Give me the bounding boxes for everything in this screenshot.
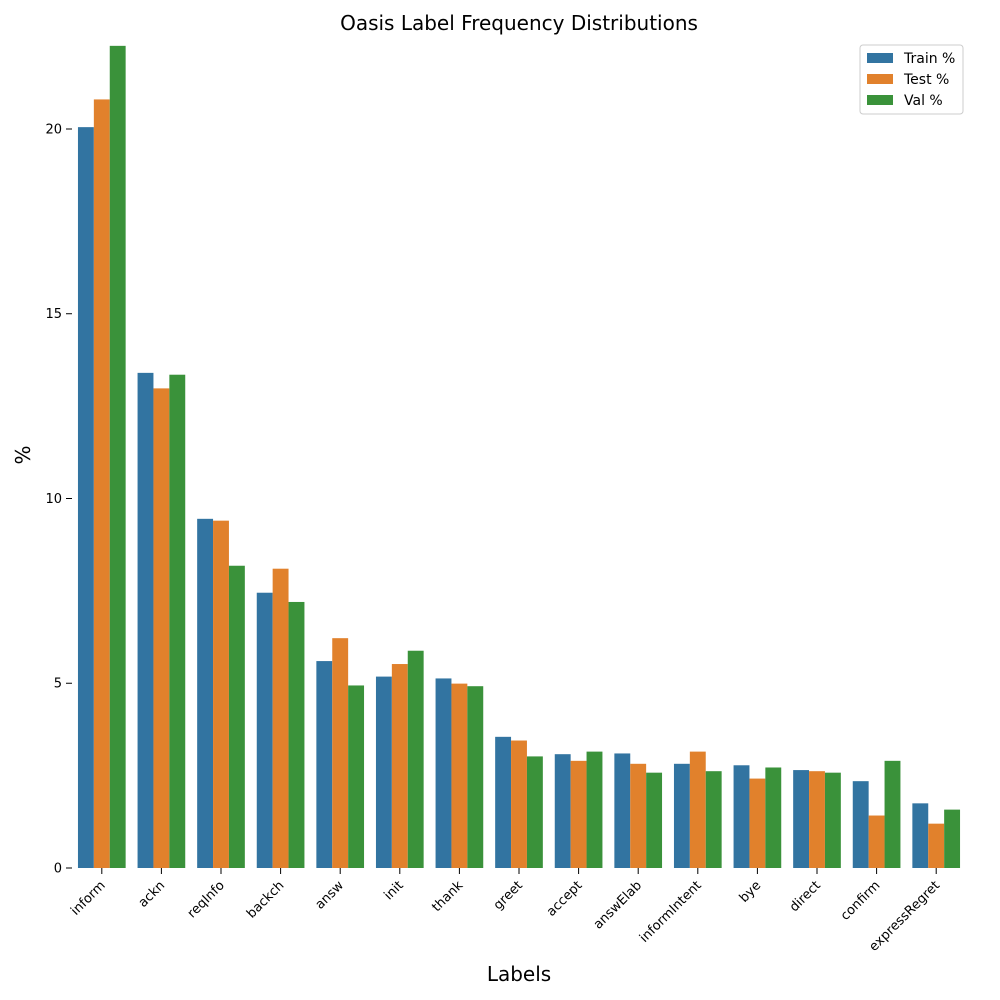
x-tick-label-thank: thank <box>429 878 466 915</box>
bar-expressRegret-series-2 <box>944 809 961 868</box>
x-tick-label-direct: direct <box>787 878 824 915</box>
bar-reqInfo-series-1 <box>213 520 229 868</box>
x-tick-label-backch: backch <box>244 878 287 921</box>
bar-backch-series-1 <box>272 568 289 868</box>
bar-inform-series-1 <box>93 99 110 869</box>
x-tick-label-informIntent: informIntent <box>637 878 705 946</box>
bar-informIntent-series-2 <box>705 771 722 868</box>
x-tick-label-accept: accept <box>544 878 585 919</box>
bar-greet-series-2 <box>526 756 543 868</box>
bar-thank-series-2 <box>467 686 484 868</box>
legend-swatch-1 <box>867 74 893 84</box>
x-tick-label-greet: greet <box>491 878 526 913</box>
bar-bye-series-1 <box>749 778 766 868</box>
x-tick-label-bye: bye <box>737 878 765 906</box>
bar-thank-series-1 <box>451 683 468 868</box>
bar-accept-series-2 <box>586 751 603 868</box>
x-tick-label-init: init <box>381 878 406 903</box>
bar-accept-series-1 <box>570 760 587 868</box>
bar-direct-series-0 <box>793 770 810 868</box>
bar-direct-series-2 <box>824 772 841 868</box>
x-tick-label-answElab: answElab <box>591 878 645 932</box>
y-tick-label: 5 <box>54 677 62 692</box>
bar-bye-series-2 <box>765 767 782 868</box>
bar-backch-series-2 <box>288 601 305 868</box>
y-tick-label: 20 <box>45 122 62 137</box>
y-axis: 0 5 10 15 20 <box>45 122 72 877</box>
bar-init-series-0 <box>375 676 392 868</box>
chart-title: Oasis Label Frequency Distributions <box>340 11 698 35</box>
x-tick-label-confirm: confirm <box>838 878 883 923</box>
x-tick-label-ackn: ackn <box>136 878 168 910</box>
bar-expressRegret-series-0 <box>912 803 929 868</box>
bar-thank-series-0 <box>435 678 452 868</box>
bar-greet-series-1 <box>511 740 527 868</box>
bar-accept-series-0 <box>554 754 571 868</box>
bar-init-series-1 <box>391 664 408 868</box>
x-axis: inform ackn reqInfo backch answ init thank gree… <box>68 868 943 955</box>
bar-reqInfo-series-2 <box>228 565 245 868</box>
bar-inform-series-0 <box>77 127 94 868</box>
y-tick-label: 15 <box>45 307 62 322</box>
bar-answ-series-0 <box>316 661 333 868</box>
y-tick-label: 0 <box>54 862 62 877</box>
legend-swatch-2 <box>867 95 893 105</box>
bar-answElab-series-2 <box>646 772 663 868</box>
bar-inform-series-2 <box>109 45 126 869</box>
bar-answ-series-1 <box>332 638 349 868</box>
x-axis-title: Labels <box>487 962 551 986</box>
legend-swatch-0 <box>867 53 893 63</box>
legend-label-1: Test % <box>903 72 949 88</box>
x-tick-label-answ: answ <box>313 878 348 913</box>
bar-ackn-series-1 <box>153 388 170 868</box>
bar-answElab-series-0 <box>614 753 631 868</box>
bar-ackn-series-2 <box>169 374 186 868</box>
bar-informIntent-series-1 <box>689 751 706 868</box>
y-axis-title: % <box>11 445 35 464</box>
legend: Train % Test % Val % <box>859 44 964 115</box>
x-tick-label-inform: inform <box>68 878 108 918</box>
legend-label-0: Train % <box>903 51 955 67</box>
bar-answ-series-2 <box>348 685 365 868</box>
x-tick-label-reqInfo: reqInfo <box>185 878 228 921</box>
bar-answElab-series-1 <box>630 763 647 868</box>
bars-layer <box>77 45 961 869</box>
y-tick-label: 10 <box>45 492 62 507</box>
bar-ackn-series-0 <box>137 372 154 868</box>
bar-greet-series-0 <box>495 736 512 868</box>
bar-confirm-series-1 <box>868 815 885 868</box>
legend-label-2: Val % <box>904 93 943 109</box>
bar-reqInfo-series-0 <box>197 518 214 868</box>
bar-direct-series-1 <box>809 771 825 868</box>
bar-bye-series-0 <box>733 765 750 868</box>
bar-informIntent-series-0 <box>673 763 690 868</box>
bar-confirm-series-0 <box>852 781 869 868</box>
bar-expressRegret-series-1 <box>928 823 945 868</box>
bar-init-series-2 <box>407 650 424 868</box>
bar-confirm-series-2 <box>884 760 901 868</box>
bar-backch-series-0 <box>256 592 273 868</box>
